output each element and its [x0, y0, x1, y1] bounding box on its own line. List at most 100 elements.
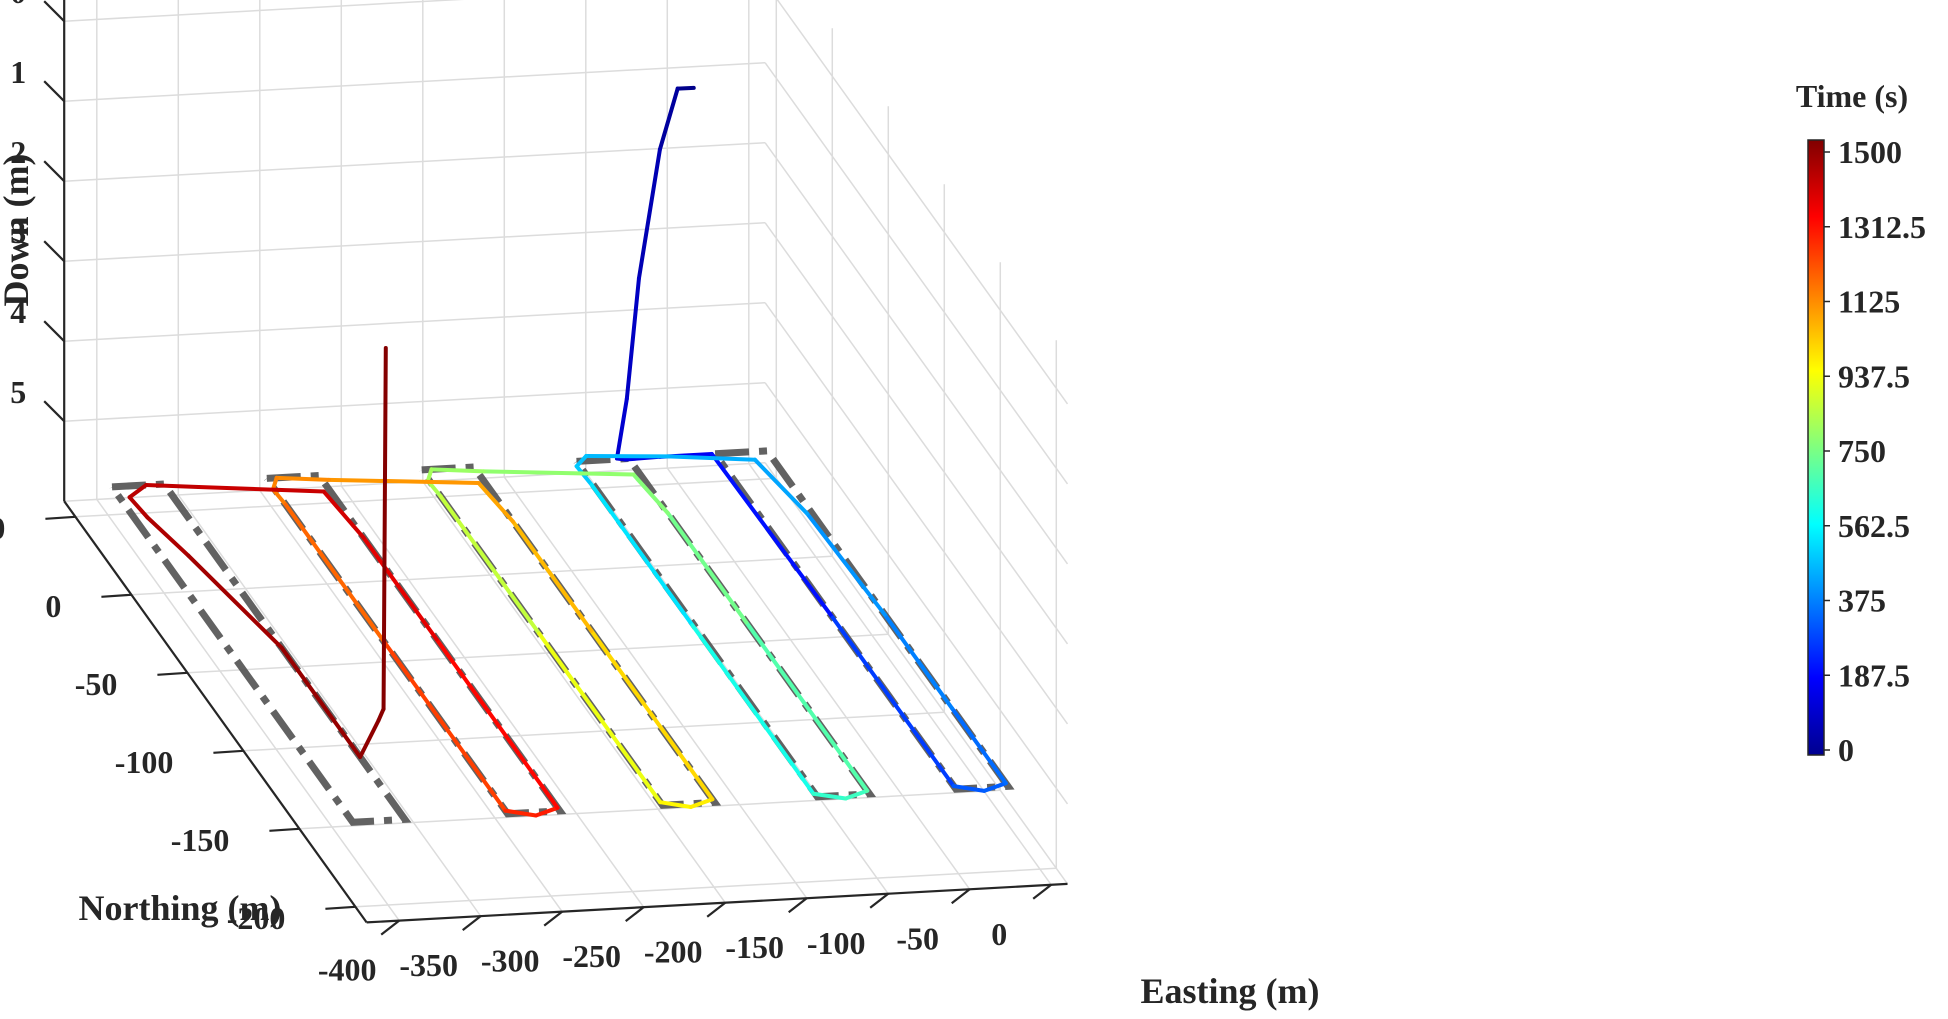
- colorbar-tick-label: 0: [1838, 732, 1854, 768]
- trajectory-segment: [657, 86, 680, 152]
- grid-line: [177, 494, 482, 917]
- grid-line: [355, 867, 1057, 908]
- trajectory-segment: [589, 628, 715, 802]
- grid-line: [299, 789, 1001, 830]
- grid-line: [96, 498, 400, 922]
- trajectory-segment: [675, 85, 696, 91]
- z-tick-mark: [43, 400, 65, 422]
- grid-line: [64, 141, 766, 182]
- y-tick-label: -100: [115, 744, 174, 780]
- x-tick-mark: [625, 906, 645, 923]
- x-tick-label: -150: [725, 929, 784, 965]
- z-tick-label: 1: [10, 54, 26, 90]
- trajectory-segment: [589, 482, 695, 628]
- z-tick-mark: [43, 80, 65, 102]
- z-tick-mark: [43, 0, 65, 22]
- trajectory-segment: [481, 469, 636, 477]
- y-tick-label: -50: [75, 666, 118, 702]
- z-tick-label: 3: [10, 214, 26, 250]
- z-tick-label: 4: [10, 294, 26, 330]
- trajectory-segment: [533, 805, 560, 818]
- z-tick-mark: [43, 240, 65, 262]
- grid-line: [503, 476, 808, 899]
- y-tick-mark: [157, 671, 188, 676]
- x-tick-label: -300: [481, 943, 540, 979]
- colorbar-ticks: 1500 1312.5 1125 937.5 750 562.5 375 187.5 0: [1824, 134, 1926, 768]
- trajectory-segment: [503, 808, 538, 818]
- y-tick-label: -200: [227, 900, 286, 936]
- grid-line: [64, 0, 464, 22]
- y-tick-label: 50: [0, 510, 5, 546]
- z-tick-label: 0: [10, 0, 26, 10]
- trajectory-segment: [665, 511, 749, 625]
- trajectory-segment: [636, 147, 662, 281]
- grid-line: [75, 477, 777, 518]
- trajectory-segment: [358, 718, 381, 760]
- x-tick-mark: [951, 888, 971, 905]
- trajectory-segment: [882, 612, 955, 711]
- trajectory-segment: [624, 276, 641, 401]
- x-tick-mark: [788, 897, 808, 914]
- z-tick-mark: [43, 160, 65, 182]
- trajectory-segment: [376, 706, 386, 723]
- axes-lines: [43, 0, 1068, 936]
- trajectory-segment: [321, 489, 366, 540]
- trajectory-segment: [830, 615, 956, 789]
- trajectory-segment: [381, 346, 388, 711]
- trajectory-segment: [658, 800, 693, 809]
- trajectory-segment: [279, 645, 363, 760]
- trajectory-segment: [196, 485, 326, 494]
- trajectory-segment: [425, 467, 434, 483]
- grid-line: [340, 485, 645, 908]
- trajectory-segment: [274, 475, 331, 482]
- reference-path-lane: [109, 480, 412, 826]
- trajectory-segment: [127, 495, 150, 520]
- z-axis-label: Down (m): [0, 154, 36, 307]
- colorbar-tick-label: 937.5: [1838, 358, 1910, 394]
- trajectory-segment: [326, 477, 481, 485]
- grid-line: [764, 462, 1069, 885]
- grid-line: [748, 463, 1052, 886]
- x-tick-mark: [462, 915, 482, 931]
- z-tick-label: 5: [10, 374, 26, 410]
- trajectory-segment: [145, 515, 191, 558]
- trajectory-segment: [429, 467, 486, 474]
- colorbar-tick-label: 375: [1838, 583, 1886, 619]
- x-tick-label: -250: [562, 938, 621, 974]
- grid-line: [131, 555, 833, 596]
- z-tick-label: 2: [10, 134, 26, 170]
- trajectory-line: [127, 85, 1008, 818]
- colorbar-tick-label: 187.5: [1838, 657, 1910, 693]
- y-tick-mark: [325, 905, 356, 910]
- grid-line: [764, 382, 1069, 805]
- trajectory-segment: [805, 511, 887, 617]
- trajectory-segment: [127, 483, 149, 500]
- grid-line: [764, 62, 1069, 485]
- x-tick-label: -200: [644, 934, 703, 970]
- x-tick-mark: [1032, 883, 1052, 900]
- trajectory-segment: [665, 454, 757, 462]
- colorbar-tick-label: 750: [1838, 433, 1886, 469]
- grid-line: [764, 222, 1069, 645]
- trajectory-segment: [476, 480, 516, 524]
- trajectory-segment: [283, 502, 387, 645]
- trajectory-segment: [574, 453, 589, 469]
- trajectory-segment: [951, 784, 987, 793]
- grid-line: [776, 0, 1069, 405]
- grid-line: [764, 142, 1069, 565]
- x-tick-label: -350: [399, 947, 458, 983]
- trajectory-segment: [537, 631, 663, 805]
- trajectory-segment: [361, 535, 439, 642]
- x-axis-label: Easting (m): [1141, 971, 1320, 1011]
- colorbar: Time (s) 15001312.51125937.5750562.53751…: [1796, 78, 1926, 768]
- x-tick-label: -400: [318, 952, 377, 988]
- y-tick-mark: [269, 827, 300, 832]
- x-tick-label: -50: [896, 920, 939, 956]
- trajectory-segment: [144, 483, 201, 490]
- tick-labels: -400-350-300-250-200-150-100-500500-50-1…: [0, 0, 1007, 988]
- colorbar-gradient: [1807, 139, 1825, 756]
- trajectory-segment: [574, 464, 594, 487]
- trajectory-segment: [614, 396, 629, 461]
- trajectory-segment: [752, 457, 810, 516]
- trajectory-segment: [438, 494, 542, 636]
